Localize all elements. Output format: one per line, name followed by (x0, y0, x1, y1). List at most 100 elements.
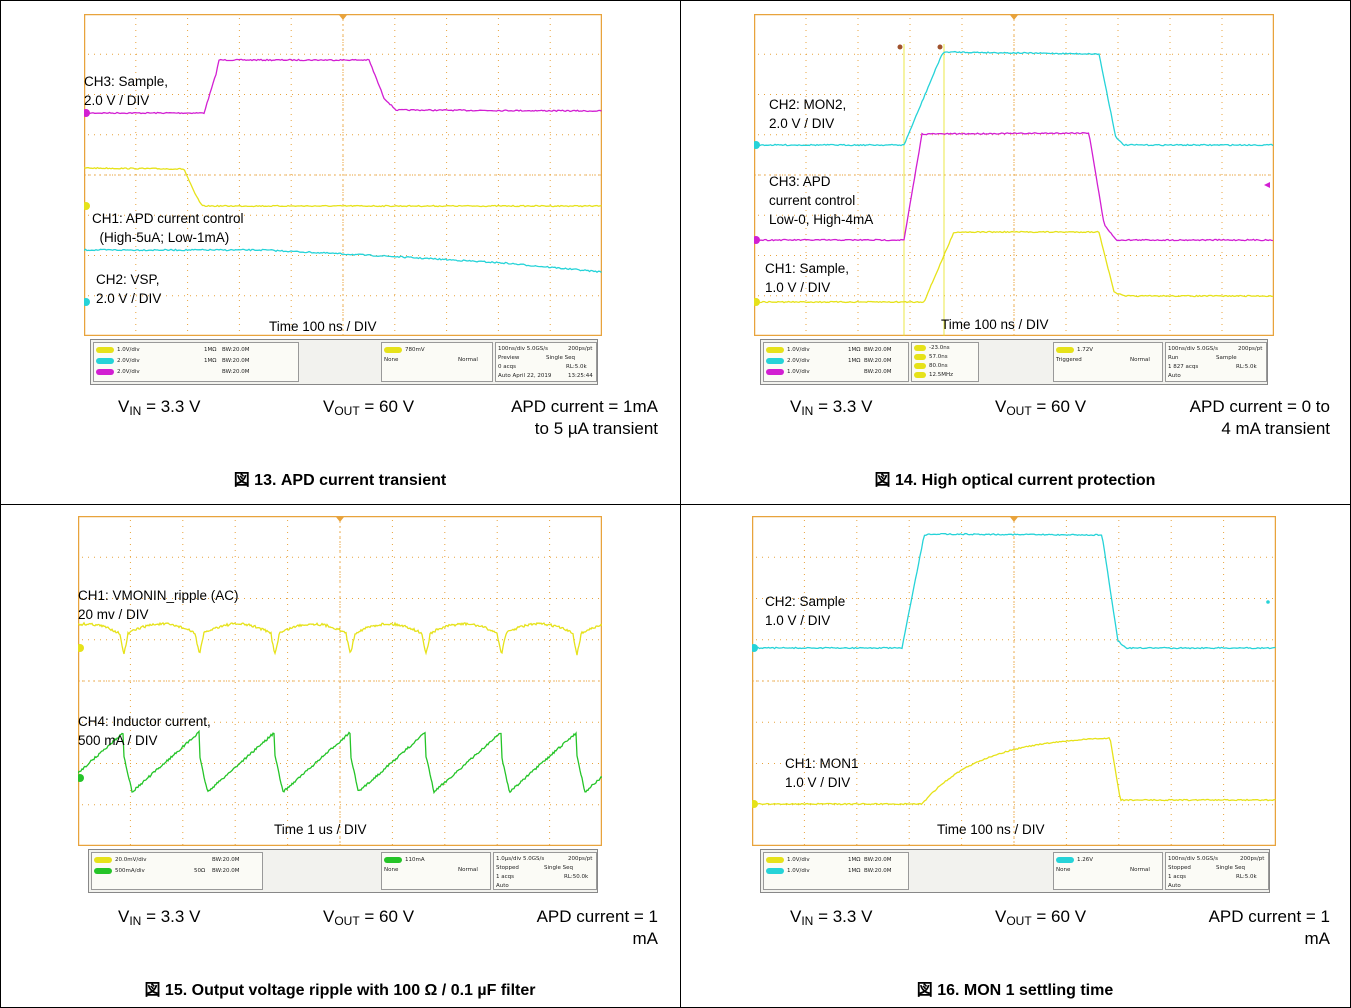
scope-traces (754, 14, 1274, 336)
grid-dot (956, 174, 957, 176)
ch1-chip (766, 856, 784, 863)
grid-dot (370, 295, 371, 297)
grid-dot (1178, 214, 1179, 216)
grid-dot (1169, 114, 1171, 115)
grid-dot (1202, 53, 1203, 55)
grid-dot (290, 144, 292, 145)
grid-dot (592, 53, 593, 55)
grid-dot (160, 763, 161, 764)
grid-dot (1208, 255, 1209, 256)
grid-dot (298, 639, 299, 641)
grid-dot (406, 721, 407, 723)
grid-dot (182, 736, 184, 737)
trigger-position-marker (1010, 517, 1018, 522)
grid-dot (182, 718, 184, 719)
grid-dot (496, 763, 497, 764)
grid-dot (280, 639, 281, 641)
grid-dot (805, 156, 807, 157)
grid-dot (914, 214, 915, 216)
grid-dot (972, 804, 973, 806)
grid-dot (846, 598, 847, 599)
grid-dot (490, 255, 491, 256)
grid-dot (496, 748, 498, 749)
grid-dot (1013, 246, 1015, 247)
grid-dot (226, 598, 227, 599)
grid-dot (805, 252, 807, 253)
grid-dot (391, 688, 393, 689)
grid-dot (909, 156, 911, 157)
trigger-level: 1.26V (1077, 857, 1094, 863)
grid-dot (1013, 48, 1015, 49)
grid-dot (908, 574, 910, 575)
grid-dot (234, 832, 236, 833)
grid-dot (382, 639, 383, 641)
grid-dot (805, 312, 807, 313)
grid-dot (954, 763, 955, 764)
grid-dot (136, 53, 137, 55)
grid-dot (918, 804, 919, 806)
grid-dot (376, 680, 377, 682)
grid-dot (497, 180, 499, 181)
grid-dot (1226, 134, 1227, 136)
grid-dot (842, 94, 843, 95)
grid-dot (961, 778, 963, 779)
grid-dot (238, 804, 239, 806)
grid-dot (148, 94, 149, 95)
grid-dot (352, 680, 353, 682)
grid-dot (1065, 808, 1067, 809)
grid-dot (196, 295, 197, 297)
grid-dot (1065, 114, 1067, 115)
grid-dot (292, 721, 293, 723)
grid-dot (136, 598, 137, 599)
grid-dot (856, 808, 858, 809)
grid-dot (961, 634, 963, 635)
grid-dot (1013, 724, 1015, 725)
grid-dot (388, 94, 389, 95)
grid-dot (130, 94, 131, 95)
grid-dot (118, 598, 119, 599)
grid-dot (214, 763, 215, 764)
grid-dot (998, 94, 999, 95)
grid-dot (908, 796, 910, 797)
grid-dot (1166, 214, 1167, 216)
cursor-freq: 12.5MHz (929, 372, 954, 378)
grid-dot (1008, 556, 1009, 558)
grid-dot (287, 778, 289, 779)
grid-dot (148, 255, 149, 256)
grid-dot (292, 763, 293, 764)
grid-dot (1065, 802, 1067, 803)
grid-dot (304, 721, 305, 723)
grid-dot (878, 214, 879, 216)
grid-dot (1148, 214, 1149, 216)
grid-dot (961, 772, 963, 773)
grid-dot (412, 94, 413, 95)
grid-dot (568, 94, 569, 95)
grid-dot (1118, 255, 1119, 256)
grid-dot (1065, 228, 1067, 229)
grid-dot (466, 134, 467, 136)
grid-dot (1194, 721, 1195, 723)
grid-dot (568, 639, 569, 641)
grid-dot (226, 134, 227, 136)
grid-dot (803, 520, 805, 521)
grid-dot (1008, 721, 1009, 723)
grid-dot (866, 214, 867, 216)
grid-dot (446, 228, 448, 229)
grid-dot (968, 295, 969, 297)
grid-dot (1106, 174, 1107, 176)
grid-dot (430, 804, 431, 806)
grid-dot (1221, 234, 1223, 235)
grid-dot (803, 670, 805, 671)
grid-dot (358, 721, 359, 723)
grid-dot (856, 616, 858, 617)
grid-dot (394, 222, 396, 223)
grid-dot (1117, 288, 1119, 289)
grid-dot (805, 324, 807, 325)
grid-dot (803, 748, 805, 749)
grid-dot (1004, 214, 1005, 216)
timebase-label: Time 1 us / DIV (274, 822, 367, 837)
oscilloscope-screen-14: CH2: MON2, 2.0 V / DIV CH3: APD current … (754, 14, 1274, 336)
grid-dot (961, 742, 963, 743)
grid-dot (274, 598, 275, 599)
grid-dot (238, 300, 240, 301)
